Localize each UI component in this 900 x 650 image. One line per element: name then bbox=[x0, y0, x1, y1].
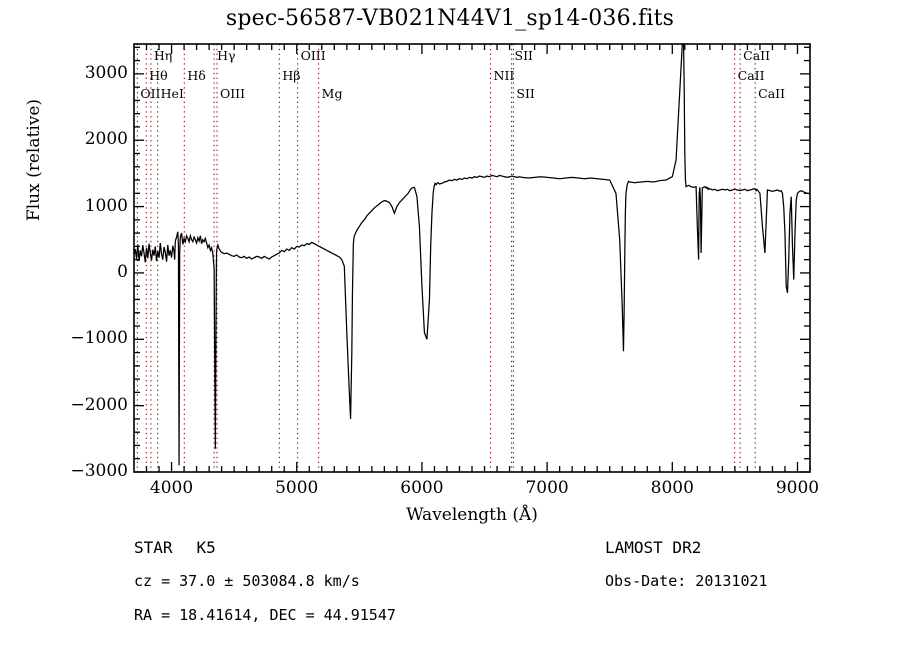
y-tick-value: 0 bbox=[117, 261, 128, 282]
line-label-OII: OII bbox=[140, 86, 161, 101]
footer-survey: LAMOST DR2 bbox=[605, 538, 702, 557]
spectrum-trace bbox=[133, 43, 811, 466]
y-tick-value: 1000 bbox=[84, 195, 128, 216]
line-label-SII: SII bbox=[516, 86, 535, 101]
footer-obs-date: Obs-Date: 20131021 bbox=[605, 572, 768, 590]
x-axis-label: Wavelength (Å) bbox=[406, 505, 538, 525]
y-tick-value: −1000 bbox=[70, 328, 128, 349]
x-tick-label: 9000 bbox=[775, 478, 820, 498]
line-label-Hβ: Hβ bbox=[282, 68, 301, 83]
y-tick-value: −2000 bbox=[70, 394, 128, 415]
line-label-Hθ: Hθ bbox=[149, 68, 168, 83]
footer-coords: RA = 18.41614, DEC = 44.91547 bbox=[134, 606, 396, 624]
line-label-OIII: OIII bbox=[219, 86, 246, 101]
x-tick-label: 6000 bbox=[400, 478, 444, 498]
line-label-Hδ: Hδ bbox=[187, 68, 206, 83]
line-label-Mg: Mg bbox=[321, 86, 343, 101]
y-tick-value: 3000 bbox=[84, 62, 128, 83]
line-label-CaII: CaII bbox=[758, 86, 786, 101]
plot-frame bbox=[133, 43, 811, 473]
x-tick-label: 7000 bbox=[525, 478, 569, 498]
page-title: spec-56587-VB021N44V1_sp14-036.fits bbox=[225, 6, 675, 31]
x-tick-label: 8000 bbox=[650, 478, 694, 498]
y-tick-value: −3000 bbox=[70, 461, 128, 481]
footer-cz: cz = 37.0 ± 503084.8 km/s bbox=[134, 572, 360, 590]
line-label-Hγ: Hγ bbox=[217, 48, 236, 63]
x-tick-label: 4000 bbox=[149, 478, 194, 498]
line-label-NII: NII bbox=[493, 68, 515, 83]
y-tick-value: 2000 bbox=[84, 129, 128, 150]
line-label-Hη: Hη bbox=[153, 48, 173, 63]
footer-object-type: STAR K5 bbox=[134, 538, 216, 557]
spectral-class-value: K5 bbox=[196, 538, 216, 557]
line-label-SII: SII bbox=[514, 48, 533, 63]
line-label-HeI: HeI bbox=[160, 86, 184, 101]
x-tick-label: 5000 bbox=[275, 478, 319, 498]
line-label-CaII: CaII bbox=[743, 48, 771, 63]
line-label-OIII: OIII bbox=[300, 48, 326, 63]
line-label-CaII: CaII bbox=[737, 68, 765, 83]
object-type-value: STAR bbox=[134, 538, 173, 557]
